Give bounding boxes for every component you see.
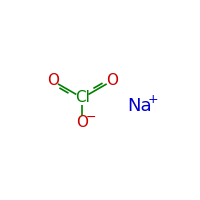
Text: −: − bbox=[86, 111, 96, 124]
Text: O: O bbox=[47, 73, 59, 88]
Text: Cl: Cl bbox=[75, 90, 90, 105]
Text: +: + bbox=[148, 93, 158, 106]
Text: Na: Na bbox=[127, 97, 152, 115]
Text: O: O bbox=[76, 115, 88, 130]
Text: O: O bbox=[106, 73, 118, 88]
